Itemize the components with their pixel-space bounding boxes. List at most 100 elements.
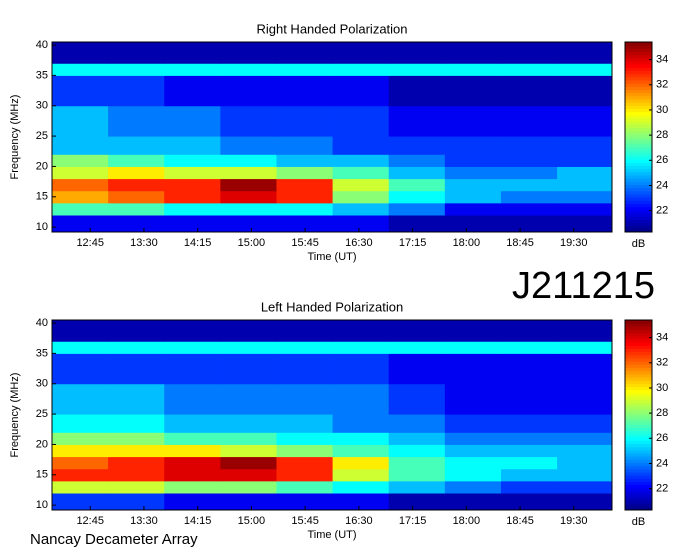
heatmap-cell bbox=[108, 341, 165, 354]
colorbar-band bbox=[625, 326, 652, 330]
heatmap-cell bbox=[444, 105, 502, 137]
x-axis-label: Time (UT) bbox=[307, 529, 356, 541]
heatmap-cell bbox=[108, 468, 165, 482]
heatmap-cell bbox=[557, 215, 613, 233]
colorbar-tick-label: 30 bbox=[656, 382, 668, 394]
heatmap-cell bbox=[444, 383, 502, 415]
colorbar-band bbox=[625, 430, 652, 435]
y-tick-label: 25 bbox=[36, 408, 48, 420]
colorbar-band bbox=[625, 92, 652, 97]
heatmap-cell bbox=[108, 75, 165, 107]
heatmap-cell bbox=[332, 136, 390, 155]
heatmap-cell bbox=[557, 42, 613, 64]
heatmap-cell bbox=[444, 353, 502, 385]
colorbar-band bbox=[625, 45, 652, 49]
heatmap-cell bbox=[276, 63, 334, 76]
heatmap-cell bbox=[276, 215, 334, 233]
heatmap-cell bbox=[388, 136, 446, 155]
heatmap-cell bbox=[557, 341, 613, 354]
heatmap-cell bbox=[108, 202, 165, 216]
heatmap-cell bbox=[52, 105, 109, 137]
colorbar-band bbox=[625, 427, 652, 432]
x-tick-label: 16:30 bbox=[345, 237, 373, 249]
colorbar-band bbox=[625, 345, 652, 349]
y-tick-label: 15 bbox=[36, 469, 48, 481]
colorbar-tick-label: 28 bbox=[656, 129, 668, 141]
colorbar-band bbox=[625, 459, 652, 463]
heatmap-cell bbox=[444, 468, 502, 482]
colorbar-band bbox=[625, 203, 652, 208]
heatmap-cell bbox=[108, 63, 165, 76]
heatmap-cell bbox=[164, 353, 221, 385]
heatmap-cell bbox=[164, 320, 221, 342]
heatmap-cell bbox=[557, 480, 613, 494]
y-tick-label: 35 bbox=[36, 69, 48, 81]
y-tick-label: 40 bbox=[36, 317, 48, 329]
heatmap-cell bbox=[108, 190, 165, 204]
colorbar-band bbox=[625, 392, 652, 397]
heatmap-cell bbox=[52, 468, 109, 482]
heatmap-cell bbox=[444, 432, 502, 445]
heatmap-cell bbox=[220, 468, 277, 482]
heatmap-cell bbox=[108, 493, 165, 511]
heatmap-cell bbox=[220, 353, 277, 385]
colorbar-tick-label: 22 bbox=[656, 205, 668, 217]
heatmap-cell bbox=[108, 178, 165, 192]
heatmap-cell bbox=[52, 42, 109, 64]
heatmap-cell bbox=[444, 493, 502, 511]
colorbar-frame bbox=[624, 319, 653, 511]
heatmap-cell bbox=[108, 456, 165, 470]
heatmap-cell bbox=[108, 42, 165, 64]
heatmap-cell bbox=[52, 215, 109, 233]
colorbar-band bbox=[625, 351, 652, 356]
colorbar-tick-label: 28 bbox=[656, 407, 668, 419]
heatmap-cell bbox=[220, 166, 277, 180]
heatmap-cell bbox=[444, 414, 502, 433]
heatmap-cell bbox=[557, 154, 613, 167]
heatmap-cell bbox=[557, 75, 613, 107]
colorbar-band bbox=[625, 348, 652, 353]
heatmap-cell bbox=[332, 353, 390, 385]
heatmap-cell bbox=[52, 190, 109, 204]
heatmap-cell bbox=[388, 154, 446, 167]
colorbar-band bbox=[625, 380, 652, 384]
heatmap-cell bbox=[557, 190, 613, 204]
colorbar-band bbox=[625, 213, 652, 217]
colorbar-band bbox=[625, 437, 652, 441]
colorbar-band bbox=[625, 114, 652, 119]
heatmap-cell bbox=[52, 166, 109, 180]
heatmap-cell bbox=[388, 178, 446, 192]
colorbar-band bbox=[625, 386, 652, 391]
heatmap-cell bbox=[108, 414, 165, 433]
heatmap-cell bbox=[164, 75, 221, 107]
heatmap-cell bbox=[388, 320, 446, 342]
colorbar-band bbox=[625, 361, 652, 365]
colorbar-band bbox=[625, 399, 652, 403]
heatmap-cell bbox=[220, 414, 277, 433]
colorbar-band bbox=[625, 184, 652, 189]
heatmap-cell bbox=[557, 105, 613, 137]
heatmap-cell bbox=[332, 202, 390, 216]
x-axis-label: Time (UT) bbox=[307, 251, 356, 263]
colorbar-band bbox=[625, 121, 652, 125]
x-tick-label: 17:15 bbox=[399, 237, 427, 249]
colorbar-band bbox=[625, 181, 652, 185]
y-tick-label: 10 bbox=[36, 499, 48, 511]
heatmap-cell bbox=[557, 353, 613, 385]
heatmap-cell bbox=[108, 105, 165, 137]
x-tick-label: 18:45 bbox=[506, 515, 534, 527]
heatmap-cell bbox=[444, 136, 502, 155]
heatmap-cell bbox=[332, 178, 390, 192]
x-tick-label: 18:00 bbox=[453, 237, 481, 249]
heatmap-cell bbox=[557, 444, 613, 458]
heatmap-cell bbox=[220, 444, 277, 458]
x-tick-label: 15:00 bbox=[238, 515, 266, 527]
plot-frame bbox=[51, 319, 613, 511]
heatmap-cell bbox=[108, 432, 165, 445]
colorbar-band bbox=[625, 190, 652, 195]
colorbar-band bbox=[625, 491, 652, 495]
heatmap-cell bbox=[164, 154, 221, 167]
heatmap-cell bbox=[220, 320, 277, 342]
heatmap-cell bbox=[164, 105, 221, 137]
heatmap-cell bbox=[444, 75, 502, 107]
